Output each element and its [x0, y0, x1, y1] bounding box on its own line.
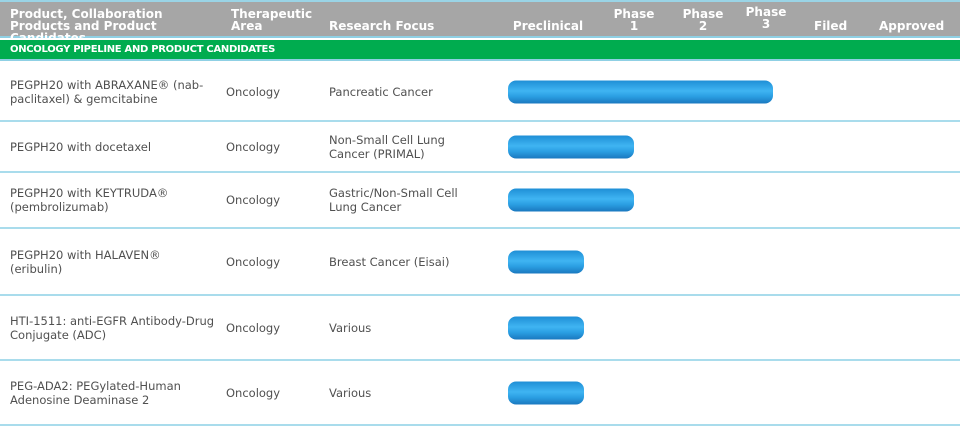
header-phase3: Phase 3 [745, 5, 787, 31]
product-name: PEGPH20 with KEYTRUDA® (pembrolizumab) [10, 186, 169, 214]
table-header: Product, Collaboration Products and Prod… [0, 0, 960, 44]
table-row: PEGPH20 with docetaxel Oncology Non-Smal… [0, 122, 960, 173]
header-area: Therapeutic Area [231, 7, 313, 33]
table-row: PEG-ADA2: PEGylated-Human Adenosine Deam… [0, 361, 960, 426]
therapeutic-area: Oncology [226, 385, 281, 400]
product-name: HTI-1511: anti-EGFR Antibody-Drug Conjug… [10, 313, 215, 342]
progress-bar [508, 250, 584, 273]
product-name: PEGPH20 with docetaxel [10, 139, 152, 154]
research-focus: Breast Cancer (Eisai) [329, 254, 450, 269]
table-row: PEGPH20 with HALAVEN® (eribulin) Oncolog… [0, 229, 960, 296]
table-row: HTI-1511: anti-EGFR Antibody-Drug Conjug… [0, 296, 960, 361]
section-title: ONCOLOGY PIPELINE AND PRODUCT CANDIDATES [10, 44, 275, 55]
research-focus: Pancreatic Cancer [329, 84, 433, 99]
header-phase1: Phase 1 [613, 7, 655, 33]
progress-bar [508, 135, 634, 158]
therapeutic-area: Oncology [226, 193, 281, 207]
therapeutic-area: Oncology [226, 84, 281, 99]
therapeutic-area: Oncology [226, 254, 281, 269]
section-header: ONCOLOGY PIPELINE AND PRODUCT CANDIDATES [0, 40, 960, 61]
product-name: PEGPH20 with HALAVEN® (eribulin) [10, 247, 161, 276]
research-focus: Gastric/Non-Small Cell Lung Cancer [329, 186, 458, 214]
therapeutic-area: Oncology [226, 139, 281, 154]
progress-bar [508, 80, 773, 103]
header-focus: Research Focus [329, 19, 435, 33]
product-name: PEGPH20 with ABRAXANE® (nab-paclitaxel) … [10, 77, 204, 106]
header-filed: Filed [814, 19, 848, 33]
therapeutic-area: Oncology [226, 320, 281, 335]
research-focus: Various [329, 385, 372, 400]
table-row: PEGPH20 with ABRAXANE® (nab-paclitaxel) … [0, 63, 960, 122]
progress-bar [508, 381, 584, 404]
research-focus: Non-Small Cell Lung Cancer (PRIMAL) [329, 132, 445, 161]
table-row: PEGPH20 with KEYTRUDA® (pembrolizumab) O… [0, 173, 960, 229]
header-product: Product, Collaboration Products and Prod… [10, 7, 163, 45]
header-preclinical: Preclinical [512, 19, 584, 33]
header-approved: Approved [879, 19, 945, 33]
progress-bar [508, 316, 584, 339]
progress-bar [508, 188, 634, 212]
research-focus: Various [329, 320, 372, 335]
header-phase2: Phase 2 [682, 7, 724, 33]
product-name: PEG-ADA2: PEGylated-Human Adenosine Deam… [10, 378, 181, 407]
